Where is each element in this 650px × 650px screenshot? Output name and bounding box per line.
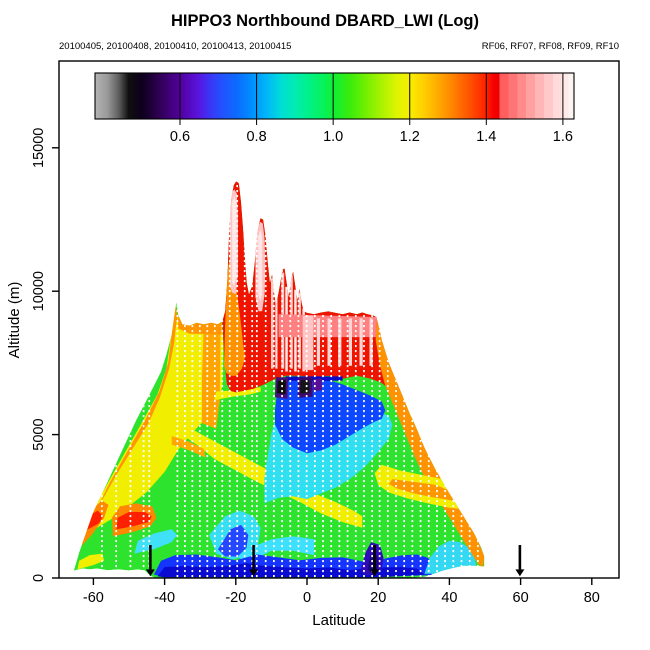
flight-dates-subtitle: 20100405, 20100408, 20100410, 20100413, … — [59, 41, 292, 52]
colorbar-tick-label: 1.6 — [553, 129, 573, 145]
layer-mid-orange-column — [202, 322, 221, 429]
layer-plateau-light-col-4 — [348, 318, 352, 366]
x-tick-label: 0 — [303, 590, 311, 606]
x-tick-label: 20 — [370, 590, 386, 606]
colorbar-tick-label: 0.8 — [246, 129, 266, 145]
y-tick-label: 15000 — [31, 128, 47, 168]
airport-arrow-head — [145, 569, 155, 577]
colorbar-tick-label: 0.6 — [170, 129, 190, 145]
y-tick-label: 0 — [31, 574, 47, 582]
colorbar-bar — [94, 72, 575, 120]
layer-centerleft-blue-blob — [218, 524, 249, 557]
y-axis: 0 5000 10000 15000 — [31, 128, 59, 582]
y-tick-label: 10000 — [31, 271, 47, 311]
x-axis: -60 -40 -20 0 20 40 60 80 — [83, 578, 600, 606]
research-flights-subtitle: RF06, RF07, RF08, RF09, RF10 — [481, 41, 619, 52]
airport-arrow-head — [370, 569, 380, 577]
layer-plateau-light-col-1 — [316, 318, 320, 366]
layer-right-orange-edge-band — [375, 317, 485, 568]
x-tick-label: -40 — [154, 590, 175, 606]
colorbar-tick-label: 1.0 — [323, 129, 343, 145]
colorbar-tick-label: 1.4 — [476, 129, 496, 145]
x-tick-label: -20 — [225, 590, 246, 606]
layer-under-red-yellow-strip — [214, 387, 261, 401]
layer-plateau-light-col-5 — [359, 318, 363, 366]
x-tick-label: -60 — [83, 590, 104, 606]
layer-black-spot-2 — [300, 379, 310, 394]
chart-title: HIPPO3 Northbound DBARD_LWI (Log) — [171, 12, 479, 30]
layer-plateau-pink-wide — [302, 315, 314, 371]
colorbar: 0.6 0.8 1.0 1.2 1.4 1.6 — [94, 72, 575, 145]
layer-bowl-cyan-band — [264, 413, 393, 504]
plot-frame — [58, 60, 620, 579]
layer-right-edge-red-tip — [479, 483, 485, 524]
layer-diagonal-orange-streak — [171, 436, 206, 458]
layer-center-low-cyan — [239, 536, 315, 566]
x-tick-label: 60 — [513, 590, 529, 606]
layer-pink-column-2 — [275, 296, 278, 369]
x-axis-title: Latitude — [312, 612, 366, 629]
layer-black-spot-1 — [277, 380, 286, 395]
x-tick-label: 80 — [584, 590, 600, 606]
flight-arrows — [145, 545, 525, 577]
layer-left-cyan-patch — [134, 529, 178, 554]
layer-left-bottom-yellow — [77, 553, 105, 570]
layer-plateau-light-col-2 — [327, 318, 331, 366]
layer-spike2-white-core — [258, 229, 263, 302]
x-tick-label: 40 — [441, 590, 457, 606]
layer-hot-red-region — [222, 180, 404, 398]
layer-bottom-navy-core — [367, 553, 379, 573]
curtain-layers — [73, 180, 485, 579]
colorbar-tick-label: 1.2 — [400, 129, 420, 145]
layer-pink-column-1 — [271, 278, 274, 369]
airport-arrow-head — [515, 569, 525, 577]
layer-left-yellow-zone — [82, 308, 224, 535]
y-tick-label: 5000 — [31, 418, 47, 450]
airport-arrow-head — [249, 569, 259, 577]
layer-spike1-white-core — [232, 196, 237, 286]
